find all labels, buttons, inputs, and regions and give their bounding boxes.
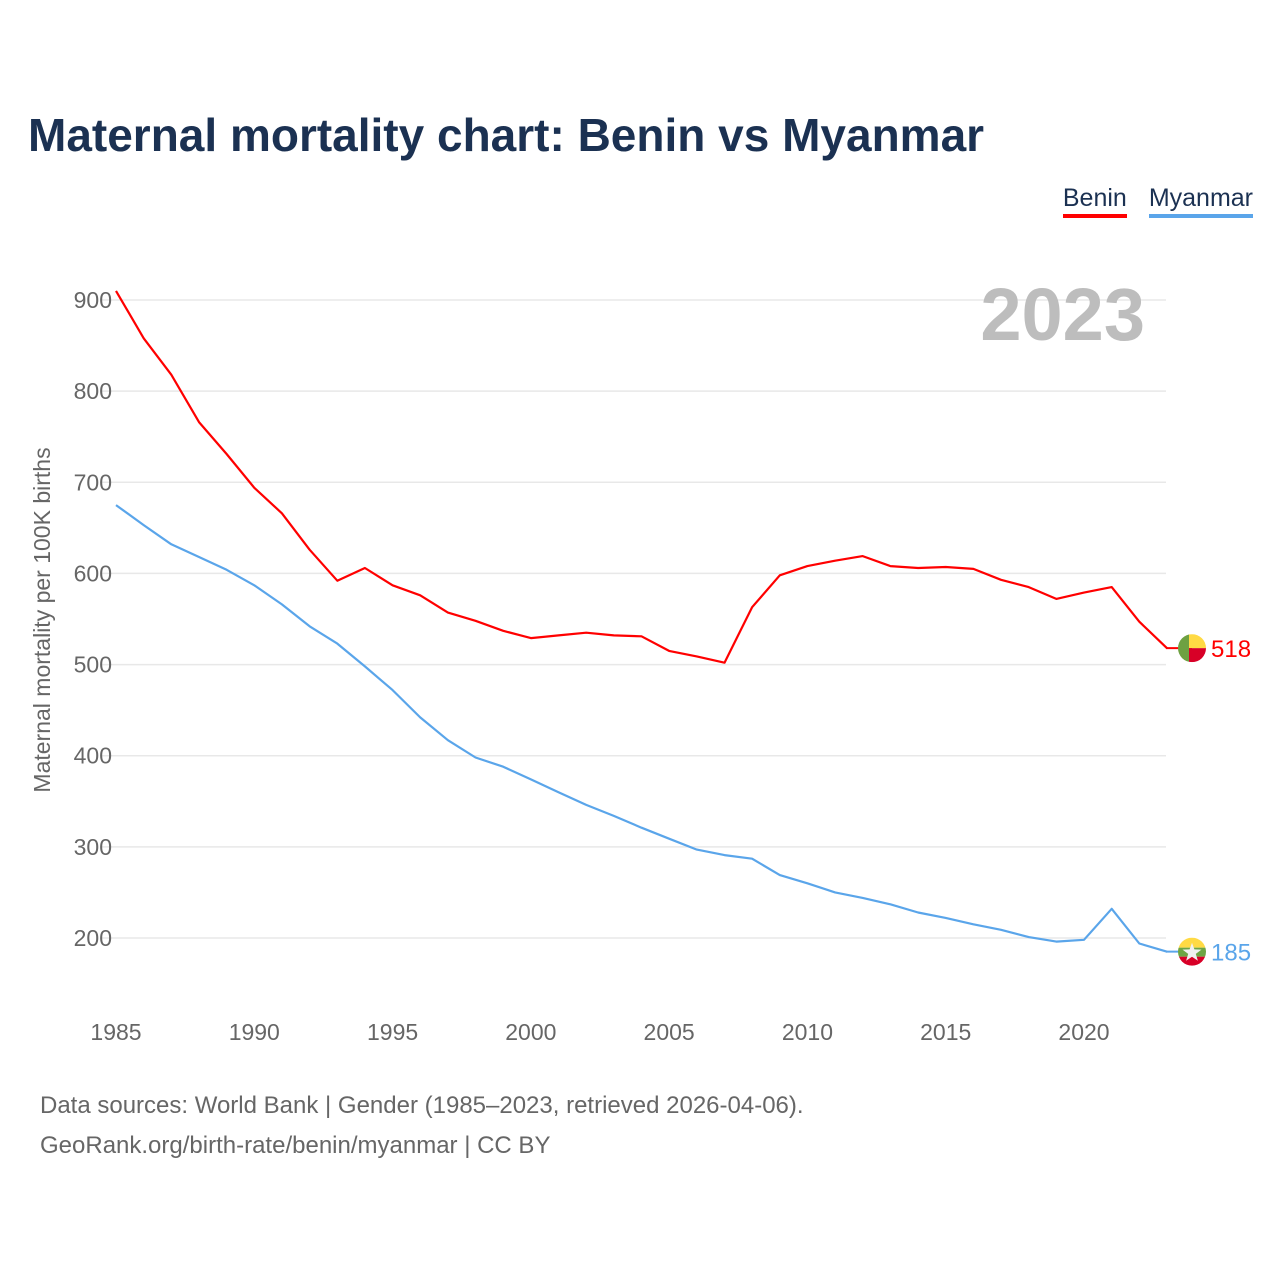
x-tick-label: 1990	[229, 1019, 280, 1045]
x-tick-label: 1985	[90, 1019, 141, 1045]
benin-flag-icon	[1178, 634, 1206, 663]
y-tick-label: 500	[74, 652, 112, 678]
data-source: Data sources: World Bank | Gender (1985–…	[40, 1092, 804, 1119]
series-line-benin	[115, 290, 1168, 664]
source-link[interactable]: GeoRank.org/birth-rate/benin/myanmar | C…	[40, 1132, 551, 1159]
year-watermark: 2023	[980, 273, 1145, 356]
y-tick-label: 400	[74, 743, 112, 769]
y-tick-label: 700	[74, 469, 112, 495]
x-tick-label: 2010	[782, 1019, 833, 1045]
legend-benin[interactable]: Benin	[1062, 184, 1127, 218]
y-tick-label: 800	[74, 378, 112, 404]
y-axis-label: Maternal mortality per 100K births	[29, 447, 55, 792]
chart-title: Maternal mortality chart: Benin vs Myanm…	[28, 109, 985, 161]
legend: Benin Myanmar	[1062, 184, 1253, 218]
legend-myanmar[interactable]: Myanmar	[1148, 184, 1253, 218]
end-value-label: 185	[1211, 940, 1251, 967]
y-tick-label: 900	[74, 287, 112, 313]
y-tick-label: 200	[74, 925, 112, 951]
y-tick-label: 300	[74, 834, 112, 860]
x-tick-label: 2000	[505, 1019, 556, 1045]
footer: Data sources: World Bank | Gender (1985–…	[40, 1086, 804, 1166]
x-tick-label: 2015	[920, 1019, 971, 1045]
x-tick-label: 2020	[1058, 1019, 1109, 1045]
series-line-myanmar	[115, 504, 1168, 953]
end-value-label: 518	[1211, 636, 1251, 663]
myanmar-flag-icon	[1178, 937, 1206, 966]
x-tick-label: 1995	[367, 1019, 418, 1045]
x-tick-label: 2005	[644, 1019, 695, 1045]
y-tick-label: 600	[74, 560, 112, 586]
